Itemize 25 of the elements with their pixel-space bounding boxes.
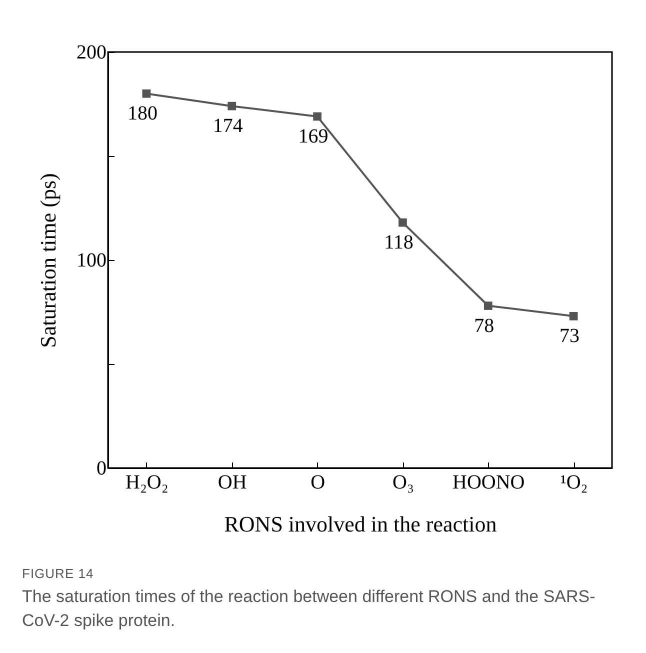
y-tick-label: 200 bbox=[76, 42, 106, 64]
x-tick-label: OH bbox=[218, 472, 247, 494]
point bbox=[142, 89, 151, 98]
x-tick-label: HOONO bbox=[452, 472, 525, 494]
x-tick-label: ¹O₂ bbox=[560, 472, 588, 494]
data-label: 174 bbox=[212, 115, 243, 138]
point bbox=[228, 102, 236, 110]
point bbox=[313, 112, 322, 121]
y-axis-title: Saturation time (ps) bbox=[36, 173, 60, 348]
data-label: 78 bbox=[474, 314, 494, 337]
point bbox=[484, 302, 492, 310]
x-axis-title: RONS involved in the reaction bbox=[224, 512, 497, 536]
caption: FIGURE 14 bbox=[22, 566, 95, 581]
x-tick-label: O₃ bbox=[392, 472, 414, 494]
data-label: 180 bbox=[127, 102, 158, 125]
point bbox=[569, 312, 578, 320]
data-label: 73 bbox=[560, 325, 580, 348]
text: The saturation times of the reaction between different RONS and the SARS-CoV-2 spike protein. bbox=[22, 586, 596, 632]
y-tick-label: 100 bbox=[76, 250, 106, 272]
point bbox=[398, 218, 407, 227]
y-tick-label: 0 bbox=[96, 458, 106, 480]
x-tick-label: H₂O₂ bbox=[126, 472, 168, 494]
x-tick-label: O bbox=[310, 472, 326, 494]
data-label: 169 bbox=[298, 125, 328, 148]
data-label: 118 bbox=[384, 232, 414, 254]
